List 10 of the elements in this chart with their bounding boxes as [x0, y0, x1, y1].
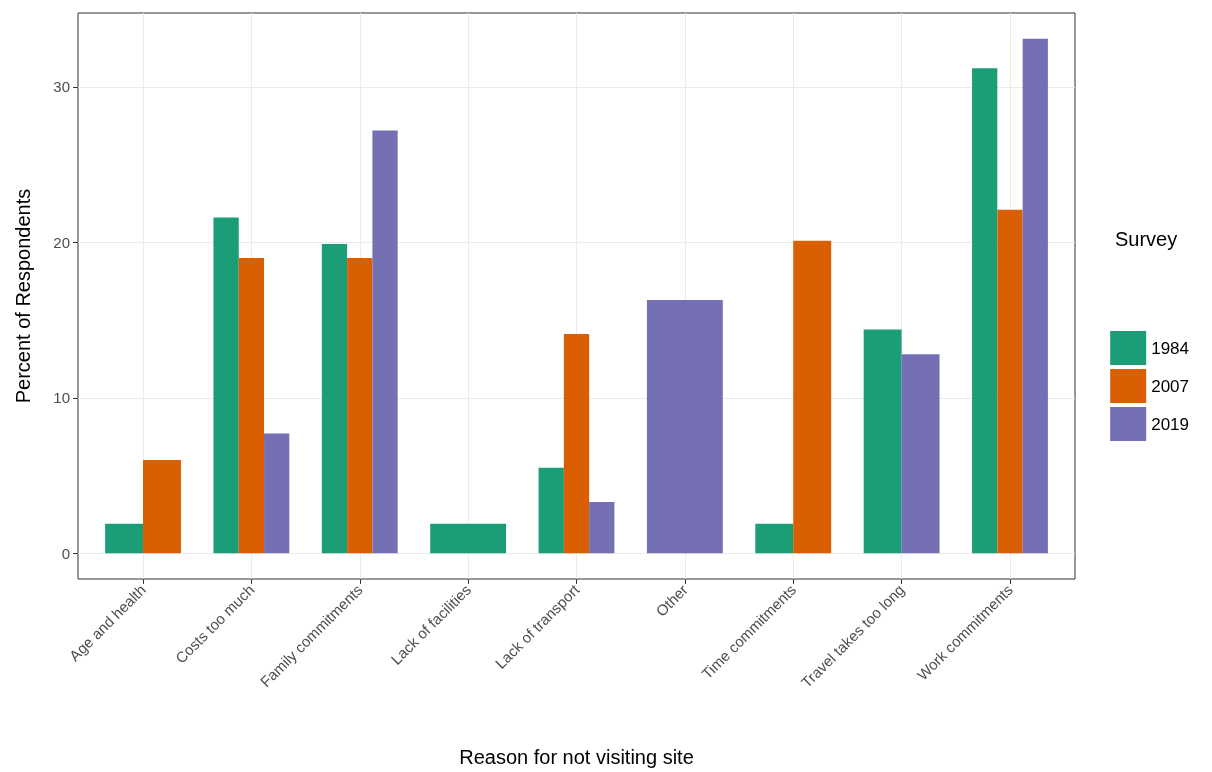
y-tick-label: 10	[53, 389, 70, 407]
y-tick-label: 0	[61, 544, 70, 562]
legend-title: Survey	[1115, 228, 1178, 250]
x-axis-title: Reason for not visiting site	[459, 746, 694, 768]
y-tick-label: 30	[53, 78, 70, 96]
y-axis-title: Percent of Respondents	[12, 188, 34, 404]
y-tick-label: 20	[53, 233, 70, 251]
legend-label: 2007	[1151, 376, 1190, 396]
legend-label: 2019	[1151, 414, 1190, 434]
legend-label: 1984	[1151, 338, 1190, 358]
